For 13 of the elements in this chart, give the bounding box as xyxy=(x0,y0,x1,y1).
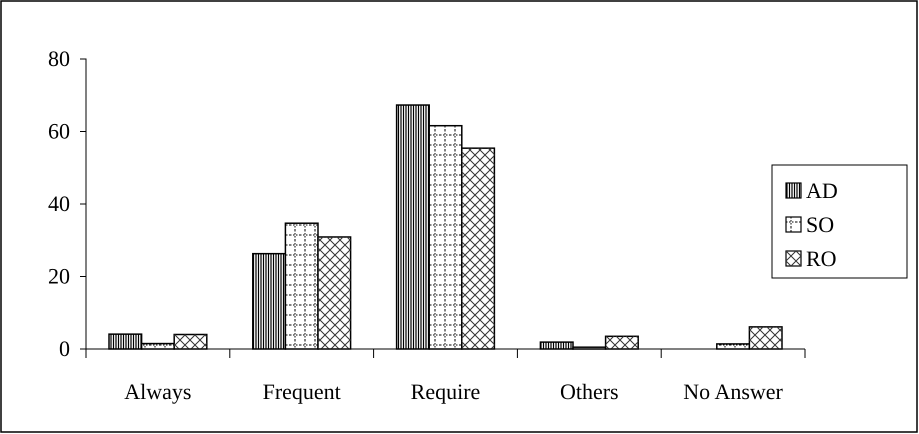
y-tick-label: 80 xyxy=(48,46,70,72)
x-tick-label: Require xyxy=(410,379,480,404)
x-tick-label: Others xyxy=(560,379,619,404)
y-tick-label: 20 xyxy=(48,264,70,289)
x-tick-label: Frequent xyxy=(262,379,341,404)
y-tick-label: 60 xyxy=(48,118,70,144)
x-tick-label: No Answer xyxy=(683,379,784,404)
x-tick-label: Always xyxy=(124,379,192,404)
y-tick-label: 40 xyxy=(48,191,70,216)
legend-label: AD xyxy=(806,178,838,203)
legend-label: SO xyxy=(806,212,834,237)
legend-label: RO xyxy=(806,246,837,271)
y-tick-label: 0 xyxy=(59,336,70,362)
